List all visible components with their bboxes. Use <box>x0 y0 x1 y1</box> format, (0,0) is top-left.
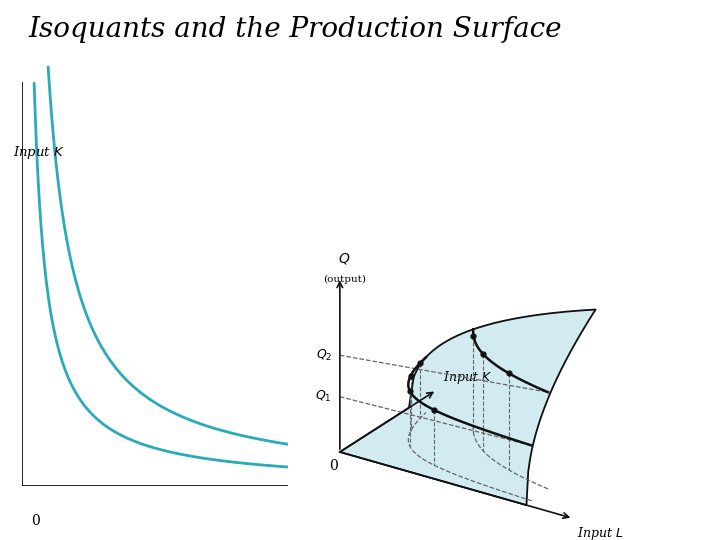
Text: (output): (output) <box>323 275 366 284</box>
Text: $Q_2$: $Q_2$ <box>315 348 332 363</box>
Text: 0: 0 <box>32 514 40 528</box>
Text: Input $K$: Input $K$ <box>13 144 65 161</box>
Text: Isoquants and the Production Surface: Isoquants and the Production Surface <box>29 16 562 43</box>
Text: 0: 0 <box>329 458 338 472</box>
Text: Input $L$: Input $L$ <box>577 525 624 540</box>
Text: $Q$: $Q$ <box>338 251 351 266</box>
Polygon shape <box>340 309 595 505</box>
Text: Input $K$: Input $K$ <box>443 369 492 386</box>
Text: $Q_1$: $Q_1$ <box>315 389 332 404</box>
